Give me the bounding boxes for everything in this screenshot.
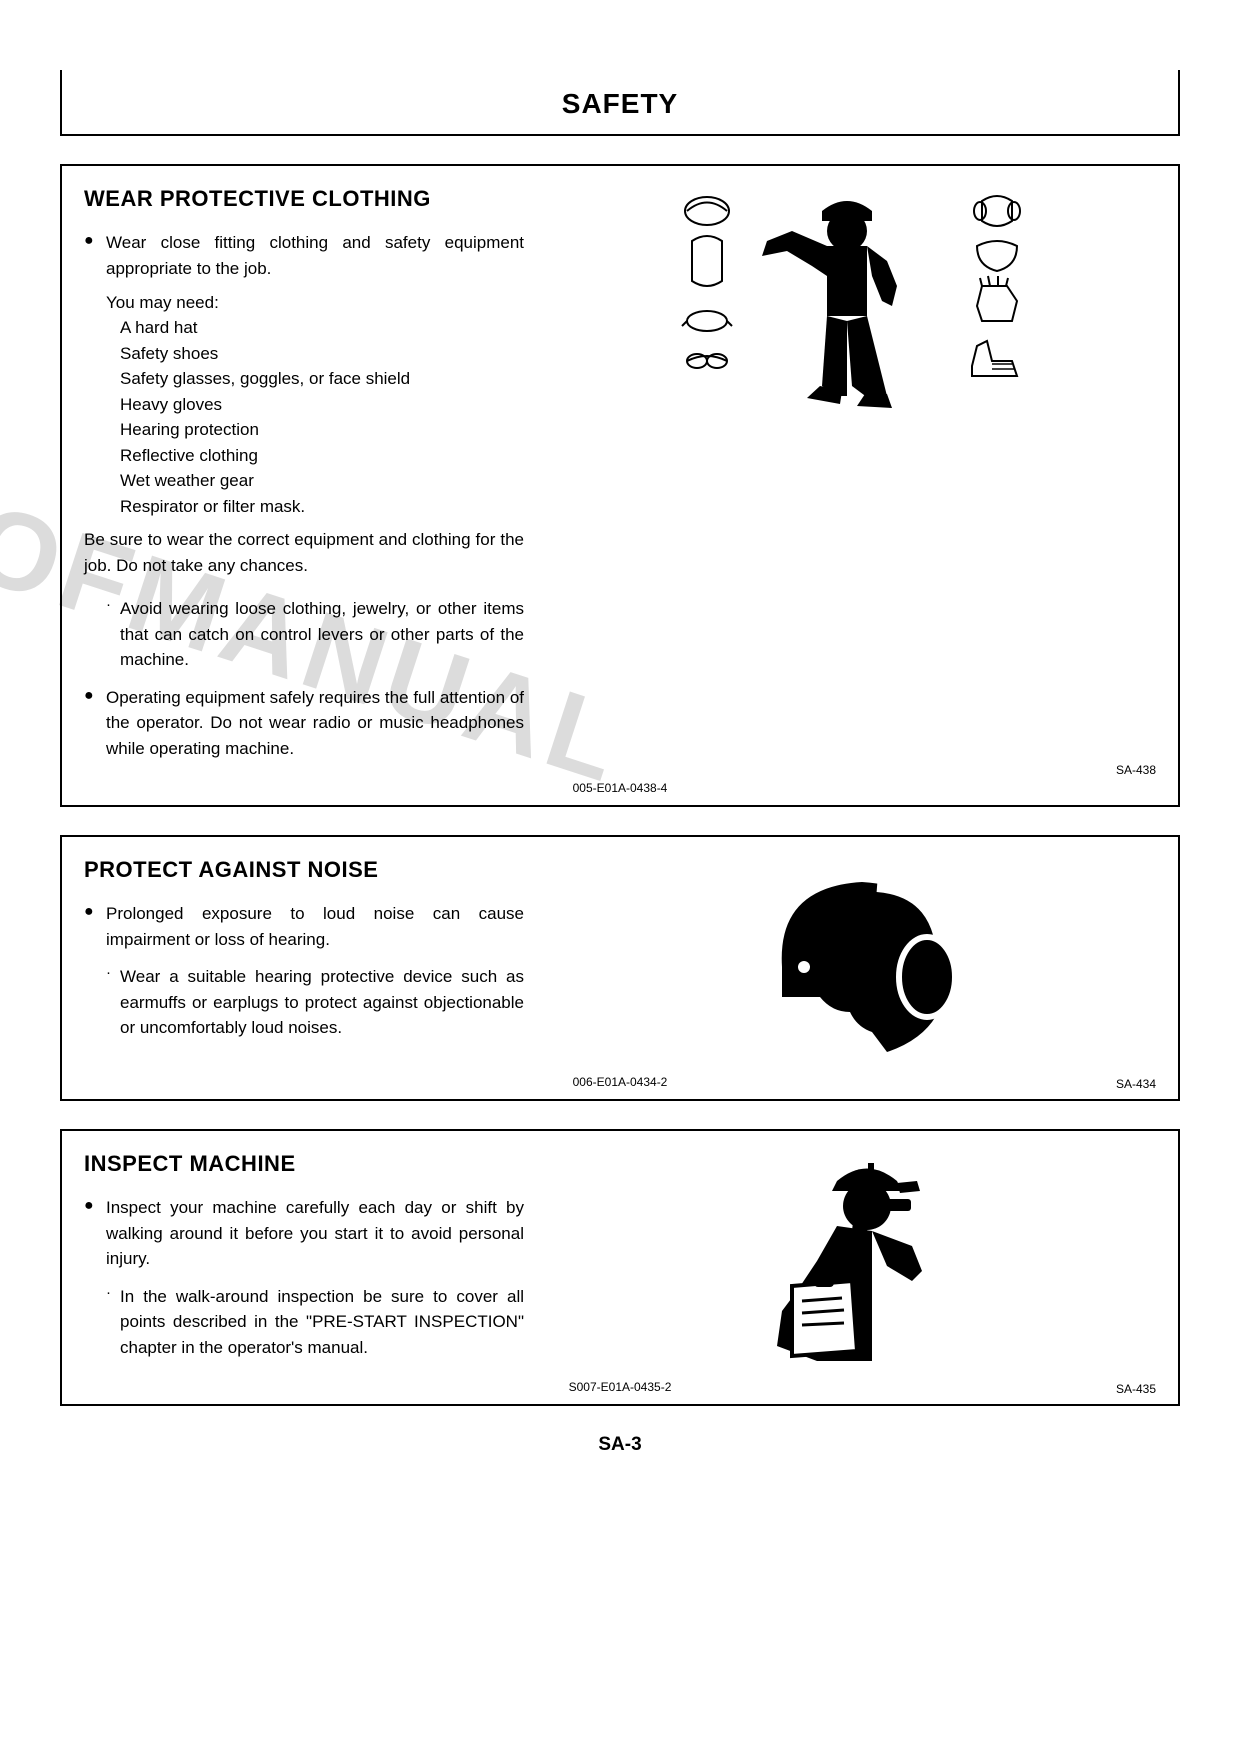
bullet-text: Inspect your machine carefully each day … — [106, 1195, 524, 1272]
section-inspect-machine: INSPECT MACHINE ● Inspect your machine c… — [60, 1129, 1180, 1406]
bullet-item: ● Inspect your machine carefully each da… — [84, 1195, 524, 1272]
bullet-mark-icon: ● — [84, 901, 106, 952]
need-item: Safety shoes — [120, 341, 524, 367]
bullet-item: ● Operating equipment safely requires th… — [84, 685, 524, 762]
reference-right: SA-435 — [1116, 1382, 1156, 1396]
bullet-mark-icon: ● — [84, 230, 106, 281]
sub-text: Avoid wearing loose clothing, jewelry, o… — [120, 596, 524, 673]
page-title: SAFETY — [60, 70, 1180, 136]
need-intro: You may need: — [106, 293, 524, 313]
bullet-item: ● Prolonged exposure to loud noise can c… — [84, 901, 524, 952]
sub-mark-icon: · — [106, 964, 120, 1041]
need-item: Hearing protection — [120, 417, 524, 443]
need-item: A hard hat — [120, 315, 524, 341]
bullet-mark-icon: ● — [84, 1195, 106, 1272]
reference-code: S007-E01A-0435-2 — [84, 1380, 1156, 1394]
reference-code: 006-E01A-0434-2 — [84, 1075, 1156, 1089]
section-heading: INSPECT MACHINE — [84, 1151, 524, 1177]
illustration-inspect — [548, 1151, 1156, 1372]
need-item: Heavy gloves — [120, 392, 524, 418]
sub-text: In the walk-around inspection be sure to… — [120, 1284, 524, 1361]
need-item: Respirator or filter mask. — [120, 494, 524, 520]
after-list-text: Be sure to wear the correct equipment an… — [84, 527, 524, 578]
bullet-mark-icon: ● — [84, 685, 106, 762]
section-heading: PROTECT AGAINST NOISE — [84, 857, 524, 883]
illustration-ppe: SA-438 — [548, 186, 1156, 773]
hearing-protection-icon — [722, 857, 982, 1067]
section-heading: WEAR PROTECTIVE CLOTHING — [84, 186, 524, 212]
section-protect-noise: PROTECT AGAINST NOISE ● Prolonged exposu… — [60, 835, 1180, 1101]
inspector-figure-icon — [722, 1151, 982, 1371]
image-label: SA-438 — [1116, 763, 1156, 777]
bullet-item: ● Wear close fitting clothing and safety… — [84, 230, 524, 281]
need-item: Reflective clothing — [120, 443, 524, 469]
ppe-figure-icon — [672, 186, 1032, 446]
reference-right: SA-434 — [1116, 1077, 1156, 1091]
need-item: Safety glasses, goggles, or face shield — [120, 366, 524, 392]
illustration-noise — [548, 857, 1156, 1067]
sub-mark-icon: · — [106, 596, 120, 673]
sub-text: Wear a suitable hearing protective devic… — [120, 964, 524, 1041]
sub-mark-icon: · — [106, 1284, 120, 1361]
sub-item: · Wear a suitable hearing protective dev… — [106, 964, 524, 1041]
sub-item: · In the walk-around inspection be sure … — [106, 1284, 524, 1361]
page-number: SA-3 — [60, 1434, 1180, 1456]
need-item: Wet weather gear — [120, 468, 524, 494]
reference-code: 005-E01A-0438-4 — [84, 781, 1156, 795]
sub-item: · Avoid wearing loose clothing, jewelry,… — [106, 596, 524, 673]
section-protective-clothing: WEAR PROTECTIVE CLOTHING ● Wear close fi… — [60, 164, 1180, 807]
bullet-text: Prolonged exposure to loud noise can cau… — [106, 901, 524, 952]
bullet-text: Wear close fitting clothing and safety e… — [106, 230, 524, 281]
need-list: You may need: A hard hat Safety shoes Sa… — [106, 293, 524, 519]
bullet-text: Operating equipment safely requires the … — [106, 685, 524, 762]
